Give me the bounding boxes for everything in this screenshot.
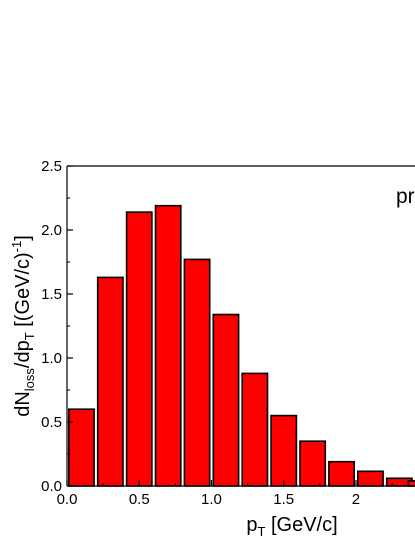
x-tick-label-1: 0.5 (129, 491, 150, 508)
y-title-part1: dN (12, 391, 34, 417)
bar-3 (154, 204, 182, 487)
y-tick-label-4: 2.0 (41, 222, 62, 239)
y-tick-label-2: 1.0 (41, 350, 62, 367)
y-tick-label-0: 0.0 (41, 478, 62, 495)
bar-9 (328, 460, 355, 487)
y-title-sub1: loss (22, 368, 37, 392)
y-title-part3: [(GeV/c) (12, 252, 34, 332)
annotation-text: pr (396, 185, 415, 208)
x-title-rest: [GeV/c] (265, 514, 337, 536)
x-tick-label-0: 0.0 (57, 491, 78, 508)
bar-12 (407, 480, 415, 487)
y-title-sub2: T (22, 332, 37, 340)
y-tick-label-3: 1.5 (41, 286, 62, 303)
bar-8 (299, 440, 327, 487)
y-tick-label-1: 0.5 (41, 414, 62, 431)
bar-2 (125, 211, 153, 487)
bar-7 (270, 414, 298, 487)
x-axis-title: pT [GeV/c] (246, 514, 337, 537)
bars-group (68, 204, 415, 487)
x-tick-label-4: 2 (352, 491, 360, 508)
x-tick-label-2: 1.0 (201, 491, 222, 508)
y-title-part2: /dp (12, 340, 34, 368)
bar-10 (356, 470, 384, 487)
y-title-sup: -1 (9, 241, 24, 253)
y-tick-label-5: 2.5 (41, 158, 62, 175)
bar-4 (183, 258, 211, 487)
y-title-part4: ] (12, 235, 34, 241)
bar-0 (68, 408, 95, 487)
y-axis-title: dNloss/dpT [(GeV/c)-1] (9, 235, 37, 417)
bar-6 (241, 372, 269, 487)
x-title-sub: T (257, 524, 265, 537)
x-title-base: p (246, 514, 257, 536)
ticks-group: 0.0 0.5 1.0 1.5 2.0 2.5 0.0 0.5 1.0 1.5 2 (41, 158, 393, 508)
bar-5 (212, 313, 240, 487)
x-tick-label-3: 1.5 (273, 491, 294, 508)
bar-1 (96, 276, 124, 487)
